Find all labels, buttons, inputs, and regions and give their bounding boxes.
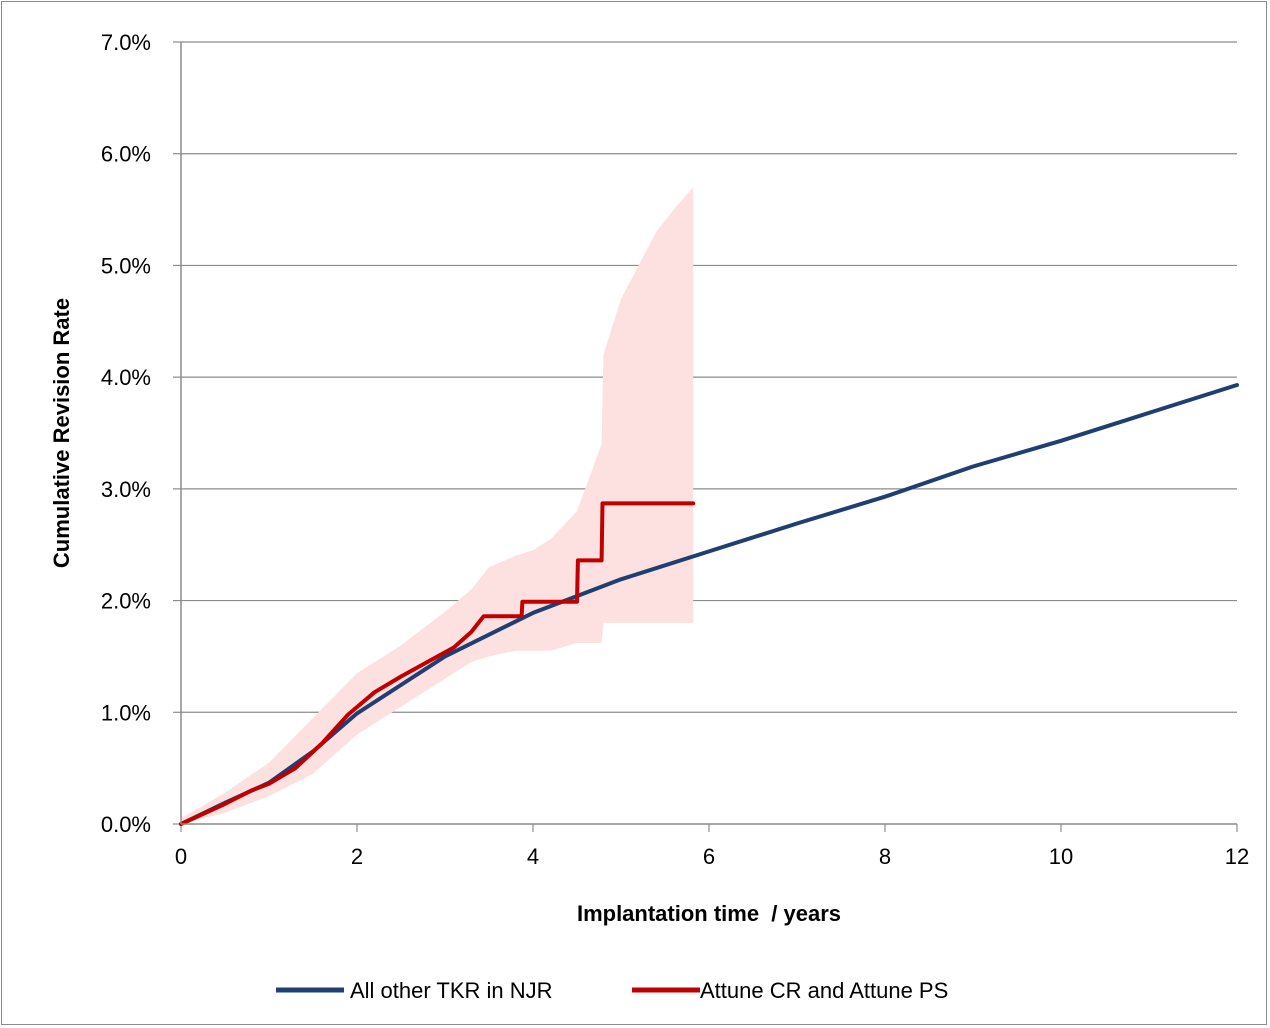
x-tick-label: 6 <box>703 844 715 869</box>
x-tick-label: 0 <box>175 844 187 869</box>
y-tick-label: 7.0% <box>101 30 151 55</box>
y-tick-label: 0.0% <box>101 812 151 837</box>
legend-label: Attune CR and Attune PS <box>700 978 948 1003</box>
legend: All other TKR in NJR Attune CR and Attune… <box>276 978 948 1003</box>
y-tick-label: 5.0% <box>101 253 151 278</box>
x-tick-label: 2 <box>351 844 363 869</box>
axes <box>180 42 1237 825</box>
y-axis-title: Cumulative Revision Rate <box>49 298 74 568</box>
series-line <box>179 383 1239 826</box>
series-lines <box>179 383 1239 826</box>
legend-label: All other TKR in NJR <box>350 978 553 1003</box>
y-tick-label: 2.0% <box>101 589 151 614</box>
x-tick-label: 12 <box>1225 844 1249 869</box>
x-tick-label: 4 <box>527 844 539 869</box>
confidence-bands <box>181 187 694 824</box>
y-tick-label: 1.0% <box>101 700 151 725</box>
y-tick-labels: 0.0% 1.0% 2.0% 3.0% 4.0% 5.0% 6.0% 7.0% <box>101 30 151 837</box>
confidence-band <box>181 187 694 824</box>
y-tick-label: 3.0% <box>101 477 151 502</box>
y-tick-label: 6.0% <box>101 142 151 167</box>
x-tick-labels: 0 2 4 6 8 10 12 <box>175 844 1249 869</box>
x-tick-label: 8 <box>879 844 891 869</box>
series-line <box>179 501 696 826</box>
x-tick-label: 10 <box>1049 844 1073 869</box>
y-tick-label: 4.0% <box>101 365 151 390</box>
x-axis-title: Implantation time / years <box>577 901 841 926</box>
